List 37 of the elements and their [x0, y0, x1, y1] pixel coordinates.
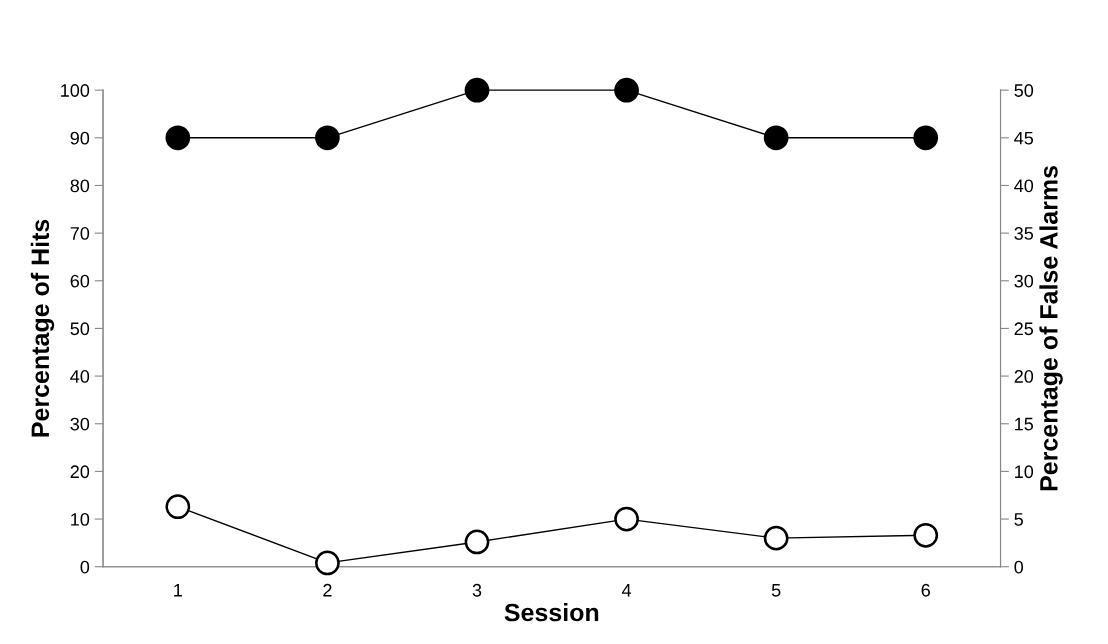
y-tick-label: 40 [70, 370, 90, 383]
y-tick-label: 30 [70, 417, 90, 431]
y-tick-label: 90 [70, 131, 90, 145]
y2-tick-label: 0 [1014, 560, 1024, 574]
y2-axis-title: Percentage of False Alarms [1039, 165, 1063, 491]
x-tick-label: 4 [621, 584, 632, 597]
y-tick-label: 70 [70, 227, 90, 240]
y-axis-title: Percentage of Hits [30, 219, 55, 437]
x-tick-label: 5 [771, 584, 781, 597]
y2-tick-label: 35 [1014, 227, 1034, 240]
y2-tick-label: 25 [1014, 322, 1034, 336]
y2-tick-label: 40 [1014, 179, 1034, 193]
y-tick-label: 50 [70, 322, 90, 336]
y-tick-label: 0 [80, 560, 90, 574]
point [165, 494, 191, 520]
x-tick-label: 2 [323, 583, 332, 597]
point [763, 525, 789, 551]
x-tick-label: 3 [472, 583, 482, 597]
x-tick-label: 1 [174, 584, 182, 597]
y-tick-label: 60 [70, 274, 90, 288]
point [913, 522, 939, 548]
point [315, 550, 340, 576]
y-tick-label: 10 [71, 513, 90, 526]
point [464, 529, 490, 555]
y2-tick-label: 30 [1014, 274, 1034, 288]
y-tick-label: 80 [70, 179, 90, 193]
y2-tick-label: 10 [1015, 465, 1034, 479]
point [614, 506, 639, 532]
y2-tick-label: 45 [1014, 131, 1034, 145]
y-tick-label: 20 [70, 465, 90, 479]
x-tick-label: 6 [921, 583, 930, 597]
x-axis-title: Session [504, 603, 599, 622]
y2-tick-label: 5 [1014, 513, 1023, 526]
y-tick-label: 100 [61, 84, 90, 97]
y2-tick-label: 50 [1014, 84, 1034, 97]
y2-tick-label: 20 [1014, 370, 1034, 383]
y2-tick-label: 15 [1015, 417, 1034, 431]
